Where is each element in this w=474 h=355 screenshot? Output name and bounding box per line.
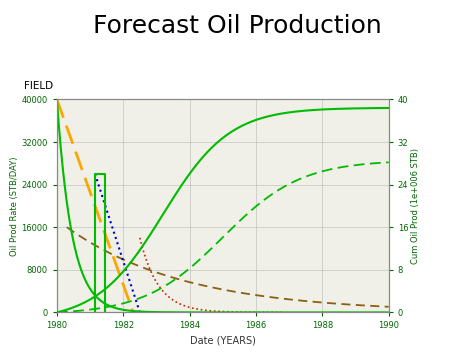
Text: FIELD: FIELD [24, 81, 53, 91]
X-axis label: Date (YEARS): Date (YEARS) [190, 336, 255, 346]
Y-axis label: Cum Oil Prod (1e+006 STB): Cum Oil Prod (1e+006 STB) [411, 148, 420, 264]
Y-axis label: Oil Prod Rate (STB/DAY): Oil Prod Rate (STB/DAY) [9, 156, 18, 256]
Text: Forecast Oil Production: Forecast Oil Production [92, 14, 382, 38]
